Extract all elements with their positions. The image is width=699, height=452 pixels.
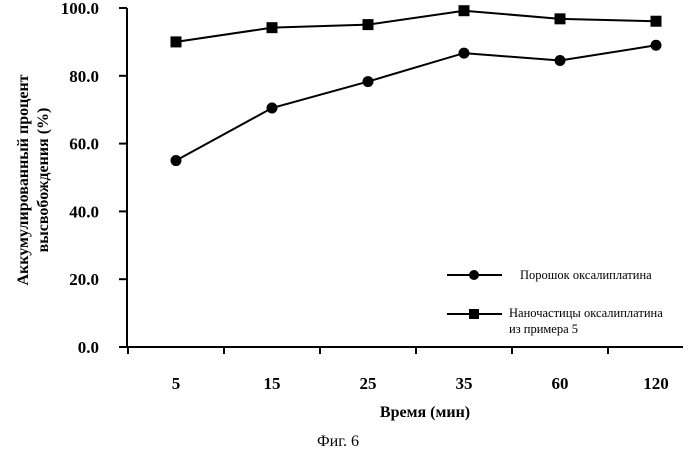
y-tick-label: 100.0: [61, 0, 99, 18]
legend-marker-square: [469, 309, 479, 319]
x-tick-label: 120: [643, 374, 669, 393]
series-1-point-circle: [459, 48, 470, 59]
y-axis-title-line-2: высвобождения (%): [35, 108, 52, 253]
y-tick-label: 60.0: [69, 135, 99, 154]
legend-label-powder: Порошок оксалиплатина: [520, 268, 652, 282]
legend-label-nanoparticles-line-1: Наночастицы оксалиплатина: [509, 306, 663, 320]
series-1-point-circle: [267, 103, 278, 114]
y-tick-label: 0.0: [78, 338, 99, 357]
series-2-point-square: [459, 5, 470, 16]
y-tick-label: 80.0: [69, 67, 99, 86]
legend-marker-circle: [469, 270, 479, 280]
x-tick-label: 25: [360, 374, 377, 393]
x-tick-label: 60: [552, 374, 569, 393]
series-1-point-circle: [651, 40, 662, 51]
series-line-1: [176, 45, 656, 160]
series-2-point-square: [555, 13, 566, 24]
series-1-point-circle: [363, 76, 374, 87]
x-tick-label: 5: [172, 374, 181, 393]
series-1-point-circle: [171, 155, 182, 166]
y-axis-title-line-1: Аккумулированный процент: [15, 74, 32, 285]
legend-label-nanoparticles-line-2: из примера 5: [509, 322, 578, 336]
x-tick-label: 35: [456, 374, 473, 393]
series-2-point-square: [267, 22, 278, 33]
series-1-point-circle: [555, 55, 566, 66]
y-tick-label: 20.0: [69, 270, 99, 289]
figure-caption: Фиг. 6: [317, 433, 359, 450]
series-line-2: [176, 11, 656, 42]
y-tick-label: 40.0: [69, 202, 99, 221]
x-tick-label: 15: [264, 374, 281, 393]
series-2-point-square: [651, 16, 662, 27]
series-2-point-square: [363, 19, 374, 30]
x-axis-title: Время (мин): [380, 404, 470, 421]
series-2-point-square: [171, 36, 182, 47]
legend: Порошок оксалиплатина Наночастицы оксали…: [447, 268, 663, 336]
